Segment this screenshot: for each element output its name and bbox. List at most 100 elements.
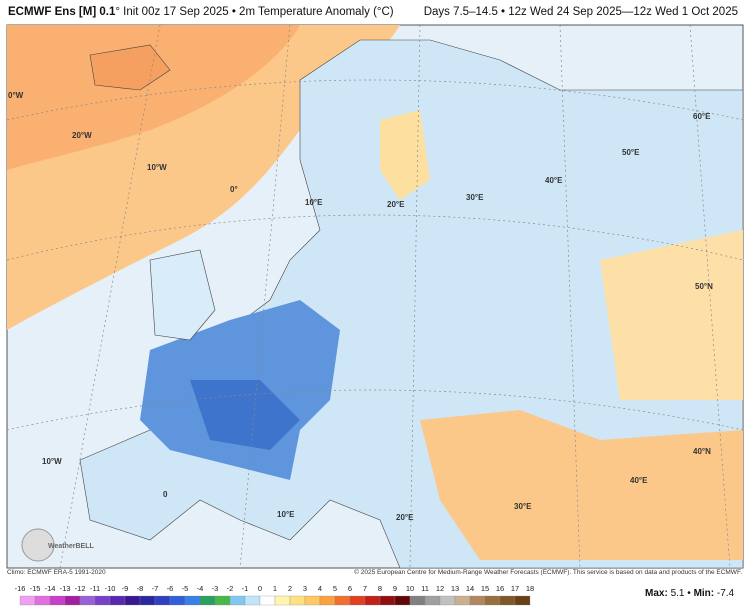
min-value: -7.4 <box>716 588 735 599</box>
header-left: ECMWF Ens [M] 0.1° Init 00z 17 Sep 2025 … <box>8 6 394 18</box>
colorbar-label: 2 <box>288 584 292 593</box>
colorbar-swatch <box>19 595 36 606</box>
colorbar-swatch <box>304 595 321 606</box>
colorbar-swatch <box>184 595 201 606</box>
colorbar-swatch <box>334 595 351 606</box>
copyright: © 2025 European Centre for Medium-Range … <box>354 569 742 576</box>
colorbar-label: -14 <box>45 584 56 593</box>
colorbar-swatch <box>244 595 261 606</box>
colorbar-swatch <box>514 595 531 606</box>
map-label: 10°E <box>277 510 295 519</box>
colorbar-swatch <box>409 595 426 606</box>
colorbar-swatch <box>124 595 141 606</box>
map-label: 30°E <box>466 193 484 202</box>
colorbar-swatch <box>64 595 81 606</box>
atlantic-warm-core <box>7 25 300 170</box>
map-label: 0 <box>163 490 168 499</box>
colorbar-label: 15 <box>481 584 489 593</box>
colorbar-label: 0 <box>258 584 262 593</box>
colorbar-label: -12 <box>75 584 86 593</box>
colorbar-label: 1 <box>273 584 277 593</box>
colorbar-label: -7 <box>152 584 159 593</box>
colorbar-swatch <box>49 595 66 606</box>
map-label: 20°E <box>387 200 405 209</box>
colorbar-swatch <box>349 595 366 606</box>
colorbar-label: -2 <box>227 584 234 593</box>
colorbar-label: -4 <box>197 584 204 593</box>
colorbar-label: 16 <box>496 584 504 593</box>
colorbar-swatch <box>424 595 441 606</box>
colorbar-swatch <box>289 595 306 606</box>
title-bold: ECMWF Ens [M] 0.1 <box>8 6 116 18</box>
map-label: 40°E <box>630 476 648 485</box>
colorbar-swatch <box>109 595 126 606</box>
map-label: 30°E <box>514 502 532 511</box>
sweden-warm <box>380 110 430 200</box>
colorbar-label: -9 <box>122 584 129 593</box>
east-warm <box>600 230 743 400</box>
colorbar-swatch <box>454 595 471 606</box>
colorbar-swatch <box>439 595 456 606</box>
colorbar-swatch <box>259 595 276 606</box>
map-label: 50°E <box>622 148 640 157</box>
colorbar-label: 7 <box>363 584 367 593</box>
header-right: Days 7.5–14.5 • 12z Wed 24 Sep 2025—12z … <box>423 6 738 18</box>
colorbar: -16 -15 -14 -13 -12 -11 -10 -9 -8 -7 -6 -5 -4 -3 -2 -1 0… <box>15 584 534 606</box>
colorbar-swatch <box>154 595 171 606</box>
colorbar-label: -6 <box>167 584 174 593</box>
turkey-warm <box>420 410 743 560</box>
colorbar-label: -1 <box>242 584 249 593</box>
colorbar-label: -8 <box>137 584 144 593</box>
separator: • <box>687 588 691 599</box>
colorbar-label: -13 <box>60 584 71 593</box>
colorbar-label: 14 <box>466 584 474 593</box>
logo-badge <box>21 528 55 562</box>
colorbar-swatch <box>214 595 231 606</box>
colorbar-label: -3 <box>212 584 219 593</box>
map-label: 20°E <box>396 513 414 522</box>
colorbar-swatch <box>394 595 411 606</box>
colorbar-swatch <box>229 595 246 606</box>
map-label: 40°N <box>693 447 711 456</box>
colorbar-swatch <box>379 595 396 606</box>
colorbar-swatch <box>79 595 96 606</box>
map-label: 10°E <box>305 198 323 207</box>
colorbar-label: 10 <box>406 584 414 593</box>
min-label: Min: <box>693 588 715 599</box>
colorbar-label: 4 <box>318 584 322 593</box>
colorbar-label: 5 <box>333 584 337 593</box>
map-labels: 0°W 20°W 10°W 0° 10°E 20°E 30°E 40°E 50°E 60°E 50°… <box>8 91 713 522</box>
colorbar-label: -15 <box>30 584 41 593</box>
map-label: 0°W <box>8 91 24 100</box>
map-label: 10°W <box>42 457 62 466</box>
colorbar-label: 12 <box>436 584 444 593</box>
colorbar-swatch <box>319 595 336 606</box>
colorbar-label: -11 <box>90 584 100 593</box>
colorbar-label: 13 <box>451 584 459 593</box>
colorbar-swatch <box>274 595 291 606</box>
colorbar-swatch <box>199 595 216 606</box>
stats: Max: 5.1 • Min: -7.4 <box>645 588 734 599</box>
colorbar-swatch <box>499 595 516 606</box>
map-label: 50°N <box>695 282 713 291</box>
colorbar-swatch <box>469 595 486 606</box>
logo: WeatherBELL <box>48 543 94 550</box>
colorbar-label: -10 <box>105 584 116 593</box>
climo: Climo: ECMWF ERA-5 1991-2020 <box>7 569 106 576</box>
graticule <box>6 24 744 569</box>
colorbar-swatch <box>484 595 501 606</box>
max-value: 5.1 <box>670 588 685 599</box>
cold-core <box>190 380 300 450</box>
title-rest: ° Init 00z 17 Sep 2025 • 2m Temperature … <box>115 6 394 18</box>
britain <box>149 249 216 341</box>
map-label: 40°E <box>545 176 563 185</box>
colorbar-swatch <box>94 595 111 606</box>
map-label: 10°W <box>147 163 167 172</box>
colorbar-swatch <box>364 595 381 606</box>
colorbar-label: 17 <box>511 584 519 593</box>
colorbar-label: 9 <box>393 584 397 593</box>
colorbar-label: 3 <box>303 584 307 593</box>
colorbar-label: 18 <box>526 584 534 593</box>
